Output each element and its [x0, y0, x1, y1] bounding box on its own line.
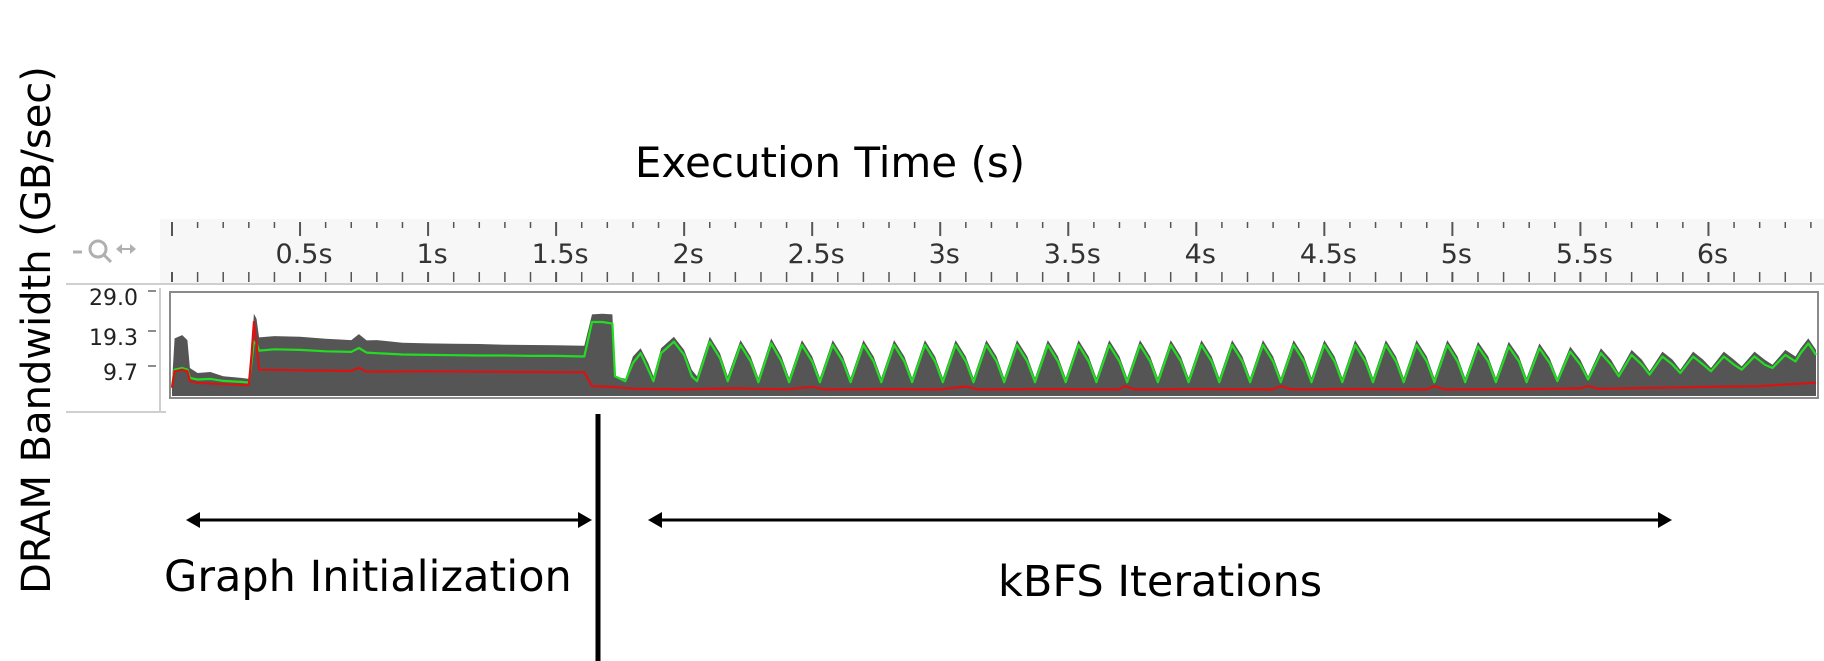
x-tick-label: 4.5s: [1300, 239, 1357, 270]
y-tick-labels: 29.0 19.3 9.7: [89, 286, 156, 386]
y-tick-label: 19.3: [89, 326, 138, 351]
x-tick-labels: 0.5s 1s 1.5s 2s 2.5s 3s 3.5s 4s 4.5s 5s 5.5s 6s: [276, 239, 1729, 270]
kbfs-iterations-label: kBFS Iterations: [998, 557, 1323, 607]
chart-title: Execution Time (s): [634, 138, 1026, 187]
x-tick-label: 5.5s: [1556, 239, 1613, 270]
y-axis-label: DRAM Bandwidth (GB/sec): [14, 66, 56, 594]
x-tick-label: 1s: [416, 239, 447, 270]
y-tick-label: 29.0: [89, 286, 138, 311]
y-axis-label-svg: DRAM Bandwidth (GB/sec): [14, 66, 56, 594]
x-tick-label: 3.5s: [1044, 239, 1101, 270]
graph-initialization-label: Graph Initialization: [164, 552, 572, 602]
x-tick-label: 5s: [1441, 239, 1472, 270]
x-tick-label: 6s: [1697, 239, 1728, 270]
series-layer: [170, 313, 1817, 396]
ruler-ticks: [171, 222, 1812, 282]
x-tick-label: 2s: [673, 239, 704, 270]
graph-initialization-arrow: [186, 512, 592, 528]
zoom-icon[interactable]: [73, 239, 136, 264]
x-tick-label: 4s: [1185, 239, 1216, 270]
y-tick-panel: [70, 288, 166, 412]
y-tick-label: 9.7: [103, 361, 138, 386]
x-tick-label: 0.5s: [276, 239, 333, 270]
kbfs-iterations-arrow: [648, 512, 1672, 528]
series-line-green: [170, 320, 1817, 387]
x-tick-label: 1.5s: [532, 239, 589, 270]
x-tick-label: 3s: [929, 239, 960, 270]
series-line-red: [170, 320, 1817, 391]
x-tick-label: 2.5s: [788, 239, 845, 270]
